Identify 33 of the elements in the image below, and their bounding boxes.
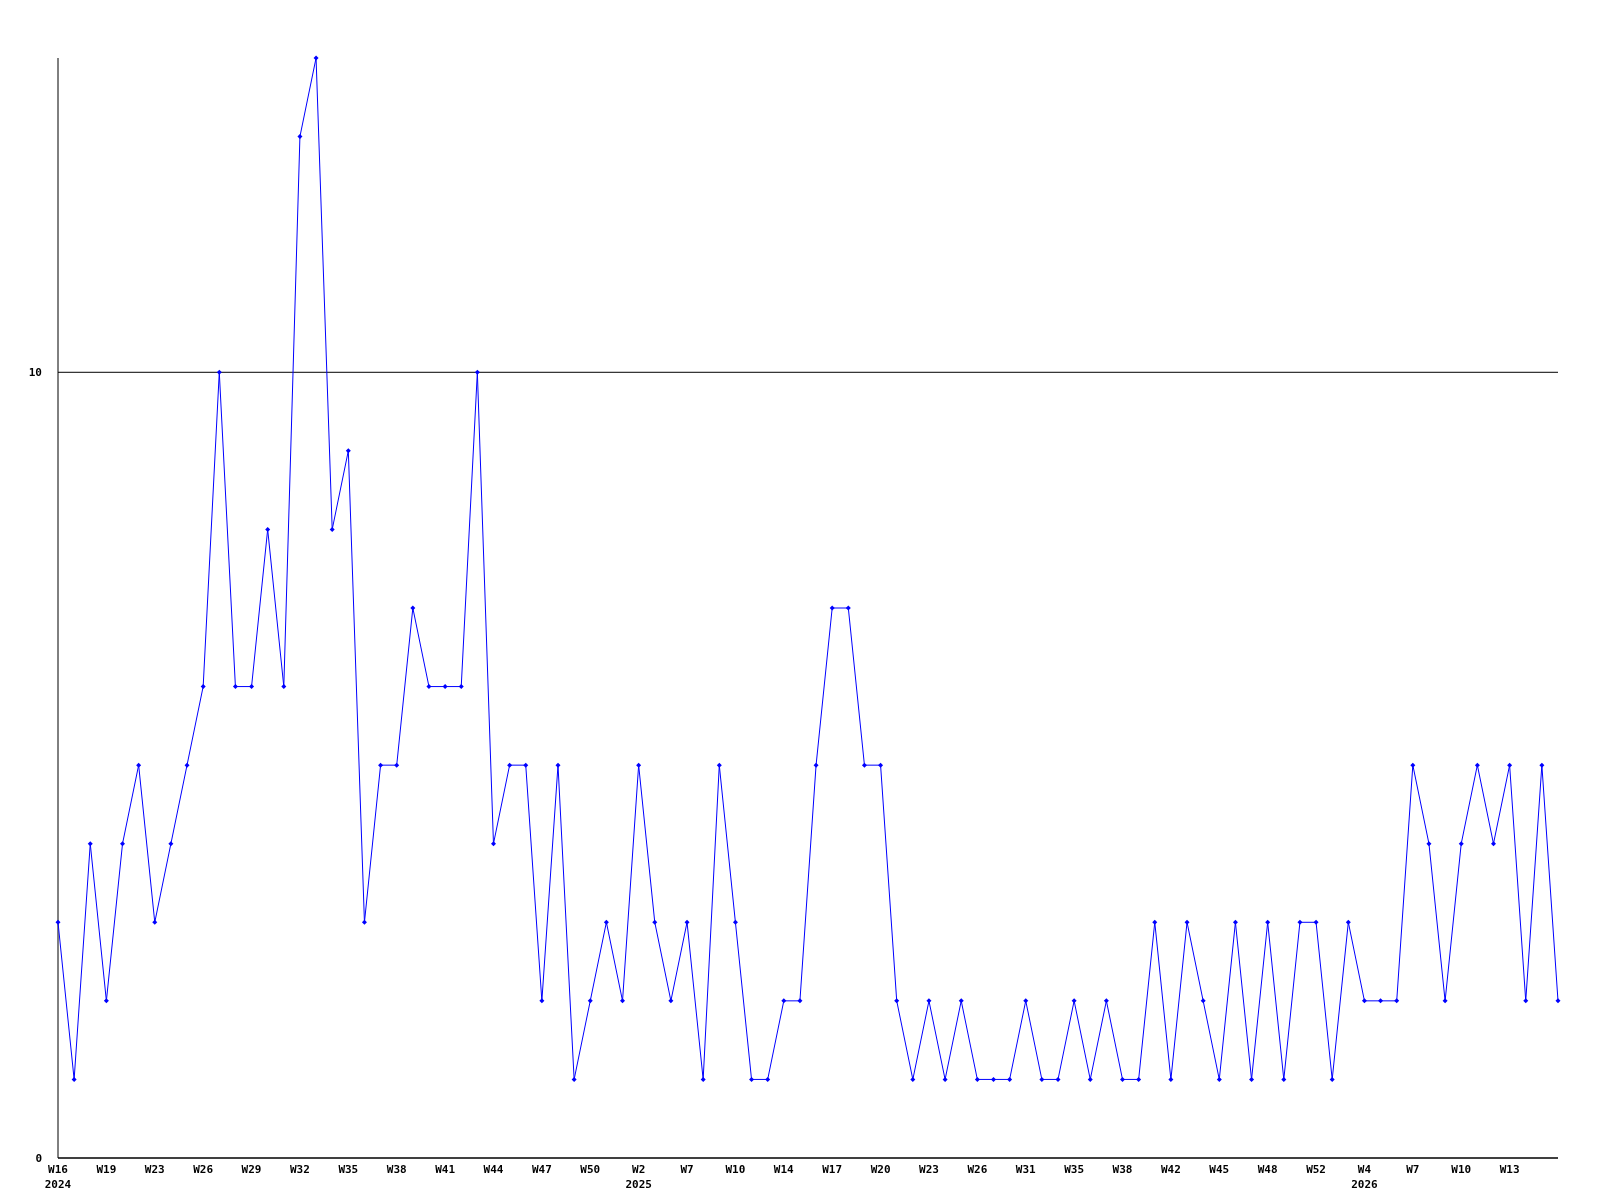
x-tick-label: W48 [1257,1163,1278,1176]
y-tick-label: 0 [35,1151,42,1165]
x-tick-label: W42 [1160,1163,1181,1176]
x-tick-label: W50 [580,1163,601,1176]
x-tick-label: W16 2024 [44,1163,72,1191]
x-tick-label: W26 [967,1163,988,1176]
x-tick-label: W13 [1499,1163,1520,1176]
x-tick-label: W10 [1451,1163,1472,1176]
x-tick-label: W38 [386,1163,407,1176]
x-tick-label: W23 [919,1163,939,1176]
y-tick-label: 10 [28,366,42,380]
x-tick-label: W41 [435,1163,456,1176]
x-tick-label: W23 [144,1163,165,1176]
x-tick-label: W7 [1406,1163,1420,1176]
x-tick-label: W52 [1306,1163,1326,1176]
x-tick-label: W47 [531,1163,552,1176]
x-tick-label: W26 [193,1163,214,1176]
x-tick-label: W32 [290,1163,310,1176]
x-tick-label: W10 [725,1163,746,1176]
x-tick-label: W4 2026 [1351,1163,1379,1191]
x-tick-label: W2 2025 [625,1163,652,1191]
x-tick-label: W38 [1112,1163,1133,1176]
x-tick-label: W45 [1209,1163,1230,1176]
x-tick-label: W35 [338,1163,359,1176]
x-tick-label: W31 [1015,1163,1037,1176]
x-tick-label: W14 [773,1163,795,1176]
x-tick-label: W7 [680,1163,694,1176]
x-tick-label: W20 [870,1163,891,1176]
x-tick-label: W44 [483,1163,504,1176]
x-tick-label: W35 [1064,1163,1085,1176]
x-tick-label: W17 [822,1163,843,1176]
x-tick-label: W19 [96,1163,117,1176]
x-tick-label: W29 [241,1163,262,1176]
